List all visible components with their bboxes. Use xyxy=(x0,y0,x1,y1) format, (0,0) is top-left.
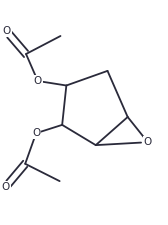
Text: O: O xyxy=(2,182,10,192)
Text: O: O xyxy=(32,128,40,138)
Text: O: O xyxy=(144,137,152,147)
Text: O: O xyxy=(3,27,11,36)
Text: O: O xyxy=(34,76,42,86)
